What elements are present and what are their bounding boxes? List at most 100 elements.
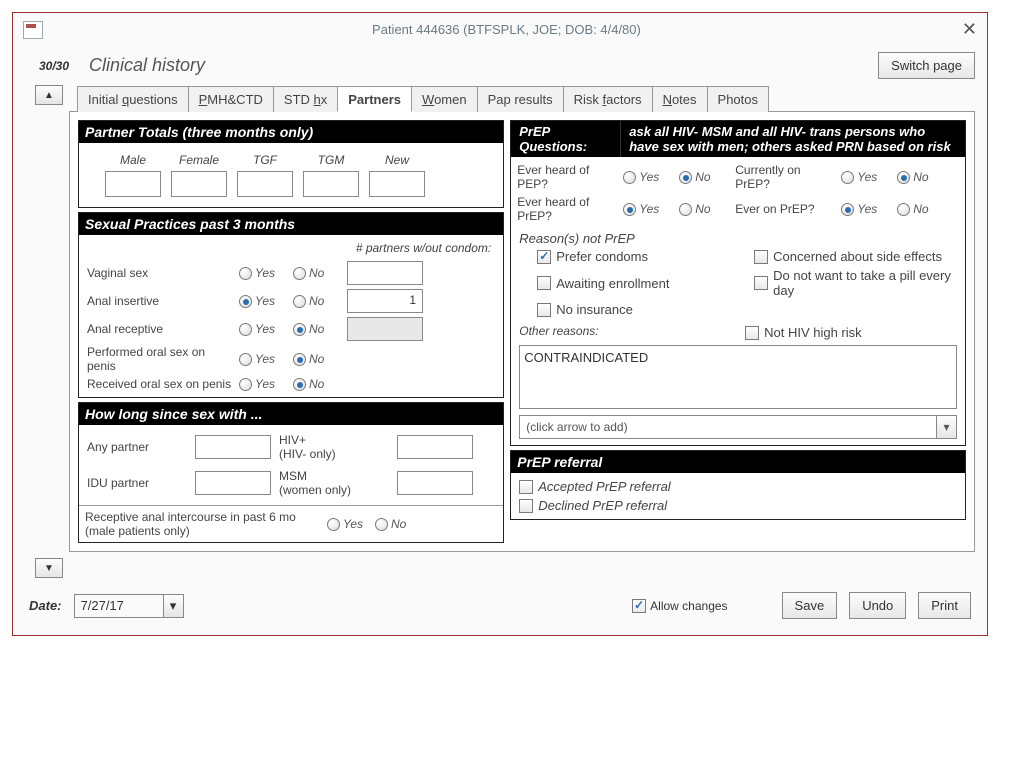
pt-input-new[interactable]	[369, 171, 425, 197]
allow-changes-checkbox[interactable]: Allow changes	[632, 599, 727, 613]
chevron-down-icon[interactable]: ▾	[936, 416, 956, 438]
lbl-idu: IDU partner	[87, 476, 187, 490]
ever-prep-no[interactable]: No	[897, 202, 947, 216]
msm-input[interactable]	[397, 471, 473, 495]
heard-pep-no[interactable]: No	[679, 170, 729, 184]
other-reasons-label: Other reasons:	[519, 324, 729, 341]
pt-lbl-tgf: TGF	[237, 153, 293, 167]
idu-input[interactable]	[195, 471, 271, 495]
pt-lbl-tgm: TGM	[303, 153, 359, 167]
tab-pap-results[interactable]: Pap results	[477, 86, 564, 112]
anal-rec-yes[interactable]: Yes	[239, 322, 291, 336]
close-icon[interactable]: ✕	[962, 19, 977, 40]
practices-subhd: # partners w/out condom:	[87, 239, 495, 259]
scroll-up-button[interactable]: ▲	[35, 85, 63, 105]
other-reasons-text[interactable]: CONTRAINDICATED	[519, 345, 957, 409]
lbl-vaginal: Vaginal sex	[87, 266, 237, 280]
tab-notes[interactable]: Notes	[652, 86, 708, 112]
tab-strip: Initial questions PMH&CTD STD hx Partner…	[69, 85, 975, 111]
tab-partners[interactable]: Partners	[337, 86, 412, 112]
patient-window: Patient 444636 (BTFSPLK, JOE; DOB: 4/4/8…	[12, 12, 988, 636]
lbl-oral-performed: Performed oral sex on penis	[87, 345, 237, 373]
chk-pill-every-day[interactable]: Do not want to take a pill every day	[754, 267, 955, 299]
oral-perf-no[interactable]: No	[293, 352, 345, 366]
pt-lbl-male: Male	[105, 153, 161, 167]
form-icon	[23, 21, 43, 39]
tab-women[interactable]: Women	[411, 86, 478, 112]
print-button[interactable]: Print	[918, 592, 971, 619]
tab-std-hx[interactable]: STD hx	[273, 86, 338, 112]
chk-no-insurance[interactable]: No insurance	[537, 301, 738, 318]
sexual-practices-title: Sexual Practices past 3 months	[79, 213, 503, 235]
save-button[interactable]: Save	[782, 592, 838, 619]
lbl-anal-insertive: Anal insertive	[87, 294, 237, 308]
tab-pmh-ctd[interactable]: PMH&CTD	[188, 86, 274, 112]
oral-perf-yes[interactable]: Yes	[239, 352, 291, 366]
add-reason-combo[interactable]: (click arrow to add) ▾	[519, 415, 957, 439]
partner-totals-title: Partner Totals (three months only)	[79, 121, 503, 143]
pt-lbl-female: Female	[171, 153, 227, 167]
date-value: 7/27/17	[81, 598, 124, 613]
how-long-panel: How long since sex with ... Any partner …	[78, 402, 504, 543]
chk-prefer-condoms[interactable]: Prefer condoms	[537, 248, 738, 265]
tab-content-partners: Partner Totals (three months only) Male …	[69, 111, 975, 552]
tab-risk-factors[interactable]: Risk factors	[563, 86, 653, 112]
lbl-heard-prep: Ever heard of PrEP?	[517, 195, 617, 223]
anal-ins-count[interactable]: 1	[347, 289, 423, 313]
lbl-oral-received: Received oral sex on penis	[87, 377, 237, 391]
prep-panel: PrEP Questions: ask all HIV- MSM and all…	[510, 120, 966, 446]
pt-input-tgf[interactable]	[237, 171, 293, 197]
date-label: Date:	[29, 598, 62, 613]
anal-rec-no[interactable]: No	[293, 322, 345, 336]
sexual-practices-panel: Sexual Practices past 3 months # partner…	[78, 212, 504, 398]
chk-declined-referral[interactable]: Declined PrEP referral	[519, 496, 957, 515]
pt-input-tgm[interactable]	[303, 171, 359, 197]
chk-awaiting-enroll[interactable]: Awaiting enrollment	[537, 267, 738, 299]
lbl-currently-prep: Currently on PrEP?	[735, 163, 835, 191]
how-long-title: How long since sex with ...	[79, 403, 503, 425]
anal-ins-no[interactable]: No	[293, 294, 345, 308]
prep-referral-title: PrEP referral	[511, 451, 965, 473]
pt-input-female[interactable]	[171, 171, 227, 197]
vaginal-yes[interactable]: Yes	[239, 266, 291, 280]
lbl-heard-pep: Ever heard of PEP?	[517, 163, 617, 191]
vaginal-no[interactable]: No	[293, 266, 345, 280]
heard-prep-no[interactable]: No	[679, 202, 729, 216]
chevron-down-icon[interactable]: ▾	[163, 595, 183, 617]
vaginal-count[interactable]	[347, 261, 423, 285]
scroll-down-button[interactable]: ▼	[35, 558, 63, 578]
chk-not-high-risk[interactable]: Not HIV high risk	[745, 324, 955, 341]
rai-yes[interactable]: Yes	[327, 517, 363, 531]
chk-accepted-referral[interactable]: Accepted PrEP referral	[519, 477, 957, 496]
rai-no[interactable]: No	[375, 517, 406, 531]
window-title: Patient 444636 (BTFSPLK, JOE; DOB: 4/4/8…	[51, 22, 962, 37]
heard-pep-yes[interactable]: Yes	[623, 170, 673, 184]
ever-prep-yes[interactable]: Yes	[841, 202, 891, 216]
currently-prep-no[interactable]: No	[897, 170, 947, 184]
lbl-anal-receptive: Anal receptive	[87, 322, 237, 336]
chk-side-effects[interactable]: Concerned about side effects	[754, 248, 955, 265]
switch-page-button[interactable]: Switch page	[878, 52, 975, 79]
oral-recv-no[interactable]: No	[293, 377, 345, 391]
undo-button[interactable]: Undo	[849, 592, 906, 619]
prep-questions-label: PrEP Questions:	[511, 121, 621, 157]
tab-photos[interactable]: Photos	[707, 86, 769, 112]
currently-prep-yes[interactable]: Yes	[841, 170, 891, 184]
titlebar: Patient 444636 (BTFSPLK, JOE; DOB: 4/4/8…	[13, 13, 987, 46]
section-title: Clinical history	[89, 55, 878, 76]
record-counter: 30/30	[25, 59, 69, 73]
hivpos-input[interactable]	[397, 435, 473, 459]
pt-input-male[interactable]	[105, 171, 161, 197]
tab-initial-questions[interactable]: Initial questions	[77, 86, 189, 112]
combo-placeholder: (click arrow to add)	[526, 420, 627, 434]
anal-rec-count	[347, 317, 423, 341]
pt-lbl-new: New	[369, 153, 425, 167]
lbl-rai: Receptive anal intercourse in past 6 mo …	[85, 510, 315, 538]
any-partner-input[interactable]	[195, 435, 271, 459]
heard-prep-yes[interactable]: Yes	[623, 202, 673, 216]
lbl-hivpos: HIV+ (HIV- only)	[279, 433, 389, 461]
date-picker[interactable]: 7/27/17 ▾	[74, 594, 184, 618]
oral-recv-yes[interactable]: Yes	[239, 377, 291, 391]
lbl-msm: MSM (women only)	[279, 469, 389, 497]
anal-ins-yes[interactable]: Yes	[239, 294, 291, 308]
